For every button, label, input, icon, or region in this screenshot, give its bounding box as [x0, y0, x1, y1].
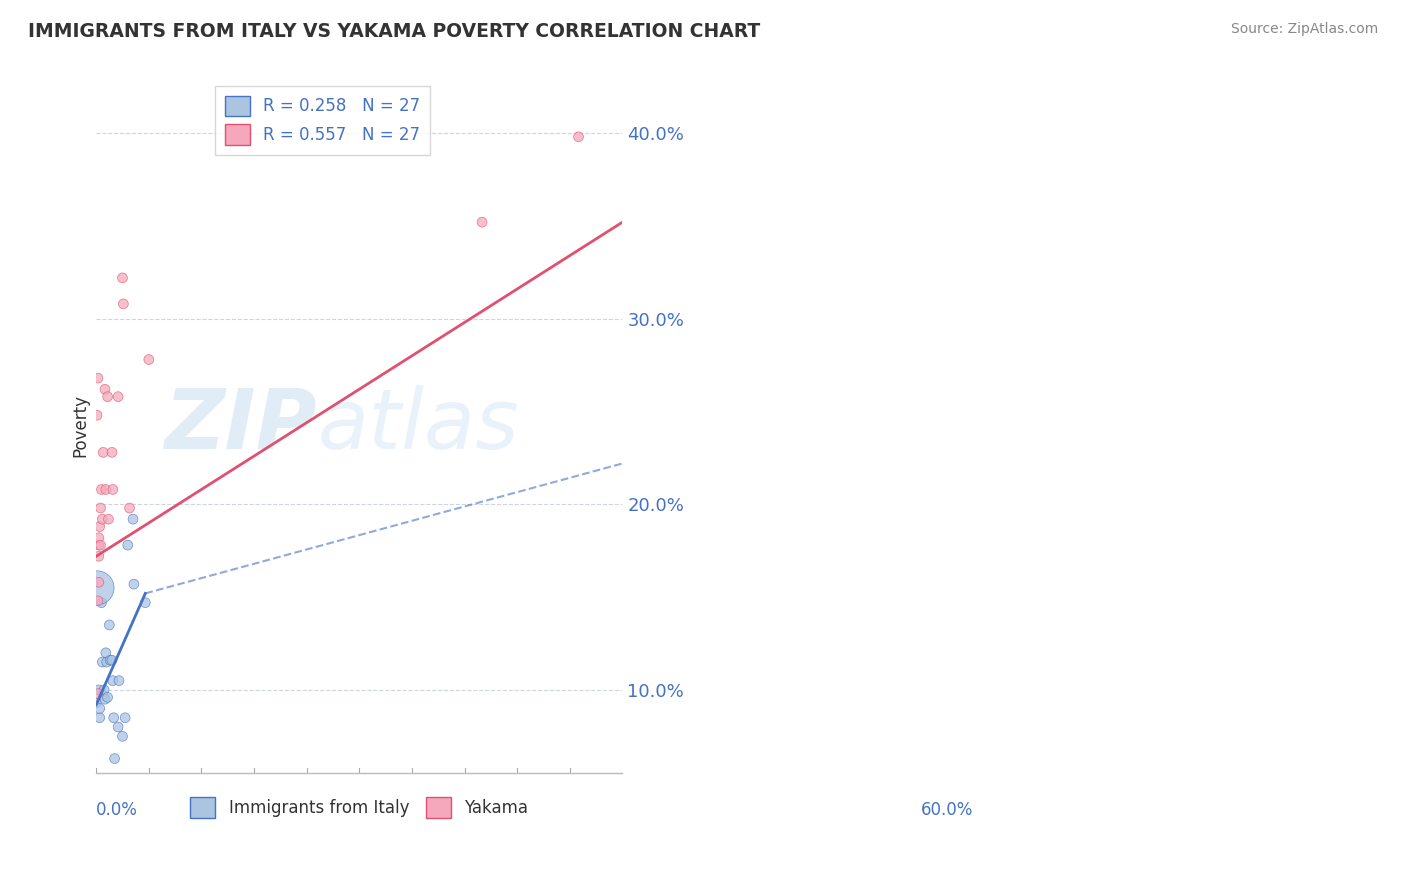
- Point: [107, 390, 129, 404]
- Point: [89, 711, 111, 725]
- Point: [111, 271, 134, 285]
- Text: 60.0%: 60.0%: [921, 801, 973, 819]
- Text: Source: ZipAtlas.com: Source: ZipAtlas.com: [1230, 22, 1378, 37]
- Point: [101, 483, 124, 497]
- Point: [114, 711, 136, 725]
- Point: [98, 653, 121, 667]
- Point: [84, 696, 107, 710]
- Point: [90, 501, 112, 516]
- Point: [89, 701, 111, 715]
- Point: [101, 673, 124, 688]
- Point: [97, 390, 120, 404]
- Point: [97, 512, 120, 526]
- Point: [87, 687, 110, 701]
- Point: [96, 655, 118, 669]
- Point: [87, 371, 110, 385]
- Point: [138, 352, 160, 367]
- Point: [108, 673, 131, 688]
- Point: [87, 594, 110, 608]
- Point: [104, 751, 127, 765]
- Point: [94, 382, 117, 396]
- Point: [91, 445, 114, 459]
- Point: [91, 689, 114, 703]
- Point: [107, 720, 129, 734]
- Point: [101, 653, 124, 667]
- Point: [87, 575, 110, 590]
- Point: [118, 501, 141, 516]
- Text: ZIP: ZIP: [165, 385, 318, 466]
- Point: [103, 711, 125, 725]
- Point: [87, 531, 110, 545]
- Text: IMMIGRANTS FROM ITALY VS YAKAMA POVERTY CORRELATION CHART: IMMIGRANTS FROM ITALY VS YAKAMA POVERTY …: [28, 22, 761, 41]
- Point: [94, 692, 117, 706]
- Point: [471, 215, 494, 229]
- Point: [91, 512, 114, 526]
- Point: [87, 682, 110, 697]
- Text: 0.0%: 0.0%: [96, 801, 138, 819]
- Point: [87, 538, 110, 552]
- Point: [86, 409, 108, 423]
- Point: [111, 729, 134, 743]
- Point: [567, 129, 589, 144]
- Point: [117, 538, 139, 552]
- Point: [122, 512, 145, 526]
- Legend: Immigrants from Italy, Yakama: Immigrants from Italy, Yakama: [184, 790, 534, 824]
- Point: [101, 445, 124, 459]
- Point: [94, 483, 117, 497]
- Point: [91, 655, 114, 669]
- Point: [93, 682, 115, 697]
- Point: [90, 538, 112, 552]
- Point: [86, 581, 108, 595]
- Text: atlas: atlas: [318, 385, 519, 466]
- Point: [90, 483, 112, 497]
- Point: [122, 577, 145, 591]
- Point: [90, 596, 112, 610]
- Point: [112, 297, 135, 311]
- Y-axis label: Poverty: Poverty: [72, 394, 89, 457]
- Point: [97, 690, 120, 705]
- Point: [89, 519, 111, 533]
- Point: [94, 646, 117, 660]
- Point: [134, 596, 156, 610]
- Point: [98, 618, 121, 632]
- Point: [87, 549, 110, 564]
